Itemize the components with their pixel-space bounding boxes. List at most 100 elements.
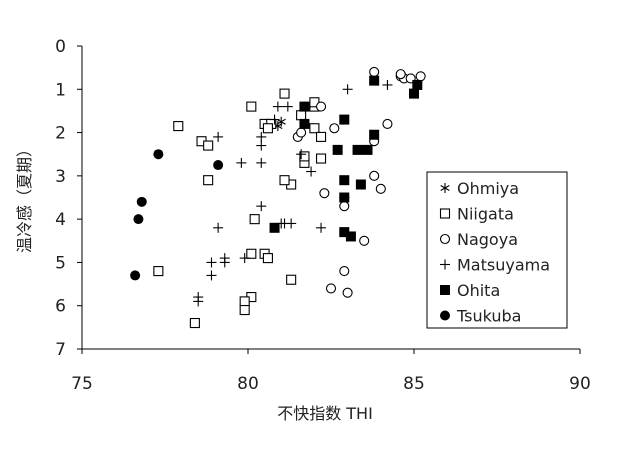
data-point-ohita — [299, 118, 310, 129]
legend-marker-nagoya — [439, 233, 451, 245]
data-point-matsuyama — [213, 131, 224, 142]
x-tick-label: 80 — [237, 374, 259, 394]
legend-label: Tsukuba — [456, 307, 521, 326]
data-point-matsuyama — [296, 149, 307, 160]
data-point-nagoya — [375, 183, 386, 194]
data-point-ohita — [269, 222, 280, 233]
legend: Ohmiya Niigata Nagoya Matsuyama Ohita Tsukuba — [426, 171, 568, 329]
data-point-niigata — [286, 274, 297, 285]
data-point-niigata — [239, 296, 250, 307]
legend-label: Niigata — [457, 205, 514, 224]
data-point-ohita — [339, 175, 350, 186]
data-point-niigata — [309, 123, 320, 134]
data-point-matsuyama — [206, 257, 217, 268]
data-point-nagoya — [325, 283, 337, 294]
y-axis-title: 温冷感（夏期） — [15, 141, 34, 253]
data-point-tsukuba — [153, 149, 164, 160]
legend-label: Ohita — [457, 281, 500, 300]
data-point-ohita — [355, 179, 366, 190]
data-point-ohita — [352, 144, 363, 155]
data-point-matsuyama — [286, 218, 297, 229]
data-point-matsuyama — [236, 157, 247, 168]
data-point-tsukuba — [213, 160, 224, 171]
data-point-niigata — [279, 175, 290, 186]
data-point-nagoya — [339, 266, 350, 277]
legend-label: Matsuyama — [457, 256, 550, 275]
data-point-matsuyama — [256, 140, 267, 151]
data-point-nagoya — [339, 201, 350, 212]
data-point-nagoya — [342, 287, 353, 298]
data-point-nagoya — [369, 170, 380, 181]
y-tick-label: 4 — [55, 210, 66, 230]
data-point-niigata — [246, 101, 257, 112]
data-point-nagoya — [329, 123, 340, 134]
legend-box — [426, 171, 568, 329]
data-point-matsuyama — [316, 222, 327, 233]
data-point-niigata — [249, 214, 260, 225]
data-point-niigata — [203, 175, 214, 186]
data-point-niigata — [315, 153, 327, 164]
data-point-niigata — [296, 110, 307, 121]
data-point-ohita — [299, 101, 310, 112]
data-point-tsukuba — [136, 196, 147, 207]
y-tick-label: 3 — [55, 167, 66, 187]
data-point-ohita — [339, 192, 350, 203]
data-point-tsukuba — [130, 270, 141, 281]
data-point-nagoya — [369, 66, 380, 78]
y-tick-label: 0 — [55, 37, 66, 57]
data-point-niigata — [299, 151, 310, 162]
legend-marker-matsuyama — [440, 259, 450, 270]
data-point-matsuyama — [272, 101, 283, 112]
data-point-ohita — [362, 144, 373, 155]
data-point-matsuyama — [256, 157, 267, 168]
data-point-nagoya — [415, 71, 426, 82]
y-tick-label: 7 — [55, 340, 66, 360]
data-point-ohita — [412, 79, 423, 90]
legend-label: Ohmiya — [457, 179, 519, 198]
data-point-nagoya — [319, 188, 330, 199]
y-tick-label: 5 — [55, 253, 66, 273]
data-point-nagoya — [359, 235, 370, 246]
data-point-matsuyama — [342, 84, 353, 95]
data-point-nagoya — [382, 118, 393, 129]
y-tick-label: 2 — [55, 124, 66, 144]
data-point-matsuyama — [219, 257, 230, 268]
data-point-niigata — [189, 317, 200, 329]
legend-marker-niigata — [439, 208, 451, 219]
data-point-niigata — [262, 123, 273, 134]
data-point-ohita — [339, 227, 350, 238]
data-point-ohita — [339, 114, 350, 125]
data-point-ohita — [369, 129, 380, 140]
data-point-niigata — [262, 253, 273, 264]
data-point-niigata — [239, 304, 250, 316]
data-point-matsuyama — [306, 166, 317, 177]
y-tick-label: 1 — [55, 80, 66, 100]
y-ticks: 0 1 2 3 4 5 6 7 — [55, 37, 82, 360]
data-point-ohita — [345, 231, 356, 242]
legend-marker-ohita — [440, 285, 450, 295]
data-point-matsuyama — [256, 201, 267, 212]
data-point-matsuyama — [269, 114, 280, 125]
data-point-niigata — [203, 140, 214, 151]
data-point-nagoya — [315, 101, 327, 112]
data-points — [130, 66, 426, 329]
data-point-matsuyama — [256, 131, 267, 142]
data-point-nagoya — [395, 69, 406, 80]
data-point-niigata — [173, 121, 184, 132]
data-point-nagoya — [296, 127, 307, 138]
data-point-matsuyama — [206, 270, 217, 281]
data-point-niigata — [279, 88, 290, 99]
data-point-matsuyama — [193, 296, 204, 307]
legend-marker-ohmiya — [440, 183, 450, 193]
data-point-niigata — [153, 266, 164, 277]
x-ticks: 75 80 85 90 — [71, 349, 591, 394]
axes — [81, 46, 580, 350]
y-tick-label: 6 — [55, 297, 66, 317]
x-tick-label: 90 — [569, 374, 591, 394]
x-tick-label: 85 — [403, 374, 425, 394]
data-point-matsuyama — [239, 253, 250, 264]
data-point-matsuyama — [382, 79, 393, 90]
data-point-niigata — [246, 248, 257, 259]
data-point-matsuyama — [213, 222, 224, 233]
